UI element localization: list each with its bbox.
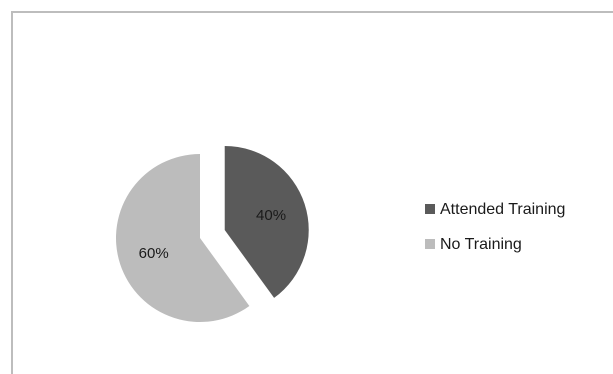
legend: Attended Training No Training — [425, 201, 565, 253]
slice-labels: 40% 60% — [139, 207, 286, 262]
legend-swatch-no-training — [425, 239, 435, 249]
chart-frame — [11, 11, 613, 374]
pie-slice-no-training — [115, 154, 250, 322]
pie-slice-attended-training — [224, 145, 309, 298]
slice-label-attended-training: 40% — [256, 207, 286, 224]
slice-label-no-training: 60% — [139, 245, 169, 262]
legend-label-no-training: No Training — [440, 236, 522, 253]
pie-slices — [115, 145, 309, 322]
legend-label-attended-training: Attended Training — [440, 201, 565, 218]
legend-swatch-attended-training — [425, 204, 435, 214]
